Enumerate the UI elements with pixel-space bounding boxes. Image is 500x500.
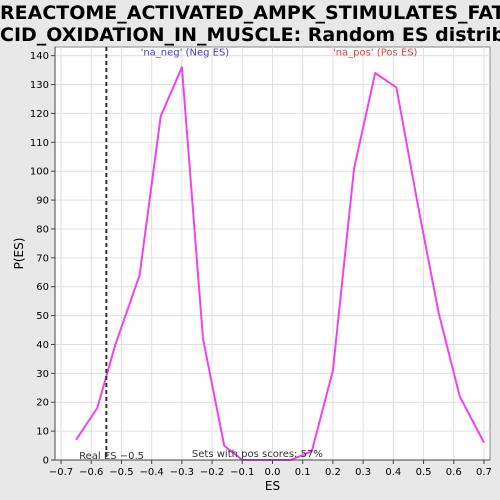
x-tick-label: −0.1 [230, 467, 254, 478]
chart-title: REACTOME_ACTIVATED_AMPK_STIMULATES_FATTY… [0, 2, 500, 46]
y-tick-label: 0 [43, 456, 49, 467]
y-tick-label: 60 [36, 282, 49, 293]
y-axis-label: P(ES) [12, 238, 26, 270]
y-tick-label: 40 [36, 340, 49, 351]
annotation-label: 'na_pos' (Pos ES) [333, 48, 418, 59]
real-es-label: Real ES −0.5 [79, 451, 144, 462]
y-tick-label: 10 [36, 427, 49, 438]
x-tick-label: −0.2 [200, 467, 224, 478]
x-tick-label: 0.7 [476, 467, 492, 478]
annotations-layer: 'na_neg' (Neg ES) 'na_pos' (Pos ES) Sets w… [141, 48, 418, 460]
x-tick-label: −0.6 [79, 467, 103, 478]
x-tick-label: −0.4 [140, 467, 164, 478]
x-tick-label: −0.5 [109, 467, 133, 478]
axes-layer: 0 10 20 30 40 50 60 70 80 90 100 110 120 130 140 −0.7 −0… [30, 47, 492, 478]
real-es-layer: Real ES −0.5 [79, 47, 144, 462]
x-tick-label: −0.3 [170, 467, 194, 478]
x-tick-label: 0.1 [295, 467, 311, 478]
x-tick-label: 0.5 [416, 467, 432, 478]
y-tick-label: 100 [30, 167, 49, 178]
chart-title-line-1: REACTOME_ACTIVATED_AMPK_STIMULATES_FATTY… [0, 2, 500, 24]
y-tick-label: 110 [30, 138, 49, 149]
x-tick-label: −0.7 [49, 467, 73, 478]
y-tick-label: 80 [36, 224, 49, 235]
y-tick-label: 30 [36, 369, 49, 380]
x-tick-label: 0.0 [265, 467, 281, 478]
chart-title-line-2: CID_OXIDATION_IN_MUSCLE: Random ES distr… [0, 24, 500, 46]
y-tick-label: 50 [36, 311, 49, 322]
x-tick-label: 0.2 [325, 467, 341, 478]
x-axis-label: ES [265, 479, 280, 493]
y-tick-label: 120 [30, 109, 49, 120]
x-tick-label: 0.4 [385, 467, 401, 478]
x-tick-label: 0.3 [355, 467, 371, 478]
y-tick-label: 130 [30, 80, 49, 91]
y-tick-label: 20 [36, 398, 49, 409]
y-tick-label: 70 [36, 253, 49, 264]
y-tick-label: 140 [30, 51, 49, 62]
annotation-label: 'na_neg' (Neg ES) [141, 48, 230, 59]
annotation-label: Sets with pos scores: 57% [192, 449, 323, 460]
y-tick-label: 90 [36, 196, 49, 207]
x-tick-label: 0.6 [446, 467, 462, 478]
